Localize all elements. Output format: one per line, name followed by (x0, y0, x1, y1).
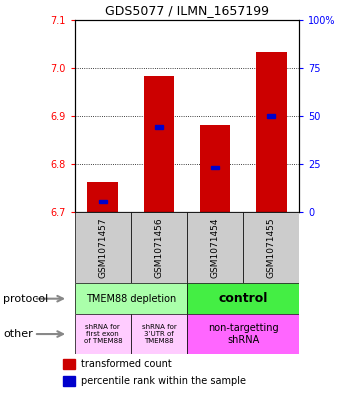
Bar (256, 52, 287, 212)
Text: non-targetting
shRNA: non-targetting shRNA (208, 323, 278, 345)
Bar (211, 166, 219, 169)
Text: control: control (218, 292, 268, 305)
Bar (267, 114, 275, 118)
Bar (63, 359, 74, 369)
Text: other: other (3, 329, 33, 339)
FancyBboxPatch shape (187, 283, 299, 314)
Text: protocol: protocol (3, 294, 49, 304)
Text: GSM1071455: GSM1071455 (267, 217, 276, 278)
Text: transformed count: transformed count (81, 358, 172, 369)
Bar (99, 200, 107, 203)
Text: GSM1071457: GSM1071457 (98, 217, 107, 278)
Text: shRNA for
first exon
of TMEM88: shRNA for first exon of TMEM88 (84, 324, 122, 344)
Bar (155, 125, 163, 129)
FancyBboxPatch shape (187, 212, 243, 283)
Bar (200, 125, 231, 212)
Text: GSM1071456: GSM1071456 (154, 217, 164, 278)
Bar (87, 182, 118, 212)
FancyBboxPatch shape (243, 212, 299, 283)
FancyBboxPatch shape (131, 314, 187, 354)
Bar (63, 376, 74, 386)
Text: TMEM88 depletion: TMEM88 depletion (86, 294, 176, 304)
Bar (143, 77, 174, 212)
FancyBboxPatch shape (187, 314, 299, 354)
Text: percentile rank within the sample: percentile rank within the sample (81, 376, 246, 386)
Text: shRNA for
3’UTR of
TMEM88: shRNA for 3’UTR of TMEM88 (141, 324, 176, 344)
FancyBboxPatch shape (75, 212, 131, 283)
Title: GDS5077 / ILMN_1657199: GDS5077 / ILMN_1657199 (105, 4, 269, 17)
FancyBboxPatch shape (75, 283, 187, 314)
FancyBboxPatch shape (75, 314, 131, 354)
FancyBboxPatch shape (131, 212, 187, 283)
Text: GSM1071454: GSM1071454 (210, 217, 220, 278)
